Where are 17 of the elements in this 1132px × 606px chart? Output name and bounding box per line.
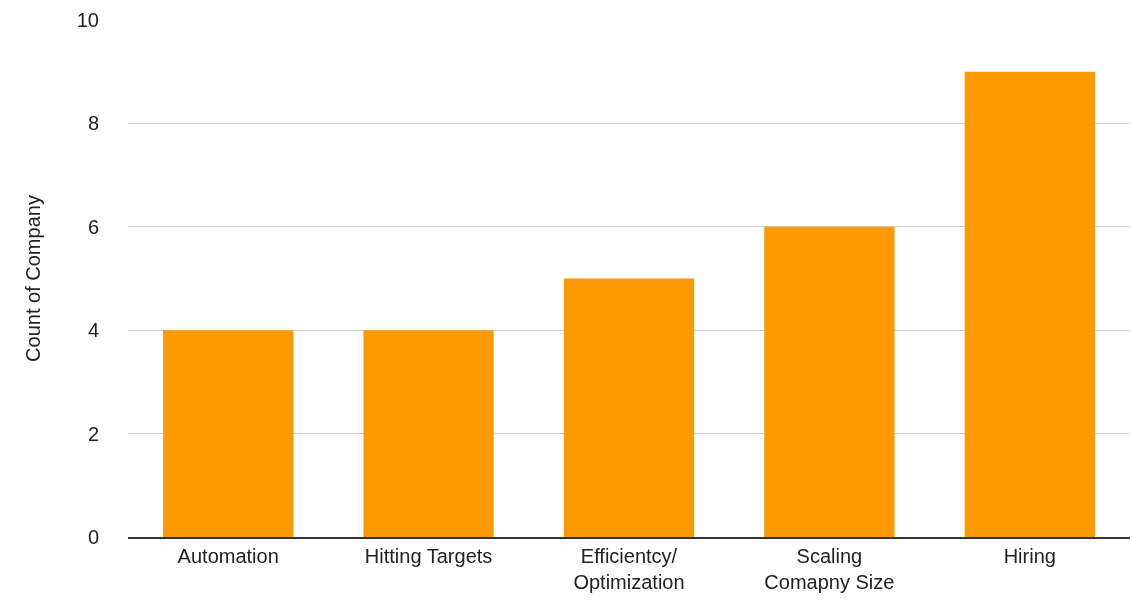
y-tick-label: 0 <box>87 526 99 548</box>
bar <box>363 330 494 537</box>
x-tick-label: Hiring <box>1003 544 1056 567</box>
x-tick-label: Efficientcy/ Optimization <box>573 544 685 593</box>
bar <box>563 278 695 537</box>
x-tick-label: Scaling Comapny Size <box>764 544 895 593</box>
y-axis-title: Count of Company <box>22 195 45 362</box>
x-tick-label: Automation <box>177 544 279 567</box>
bar <box>964 71 1095 537</box>
y-tick-label: 8 <box>87 112 99 135</box>
bar <box>163 330 294 537</box>
y-tick-label: 10 <box>76 9 99 31</box>
y-tick-label: 2 <box>87 422 99 445</box>
y-tick-label: 6 <box>87 215 99 238</box>
y-tick-label: 4 <box>87 319 99 342</box>
x-tick-label: Hitting Targets <box>364 544 493 567</box>
bar <box>764 226 895 537</box>
